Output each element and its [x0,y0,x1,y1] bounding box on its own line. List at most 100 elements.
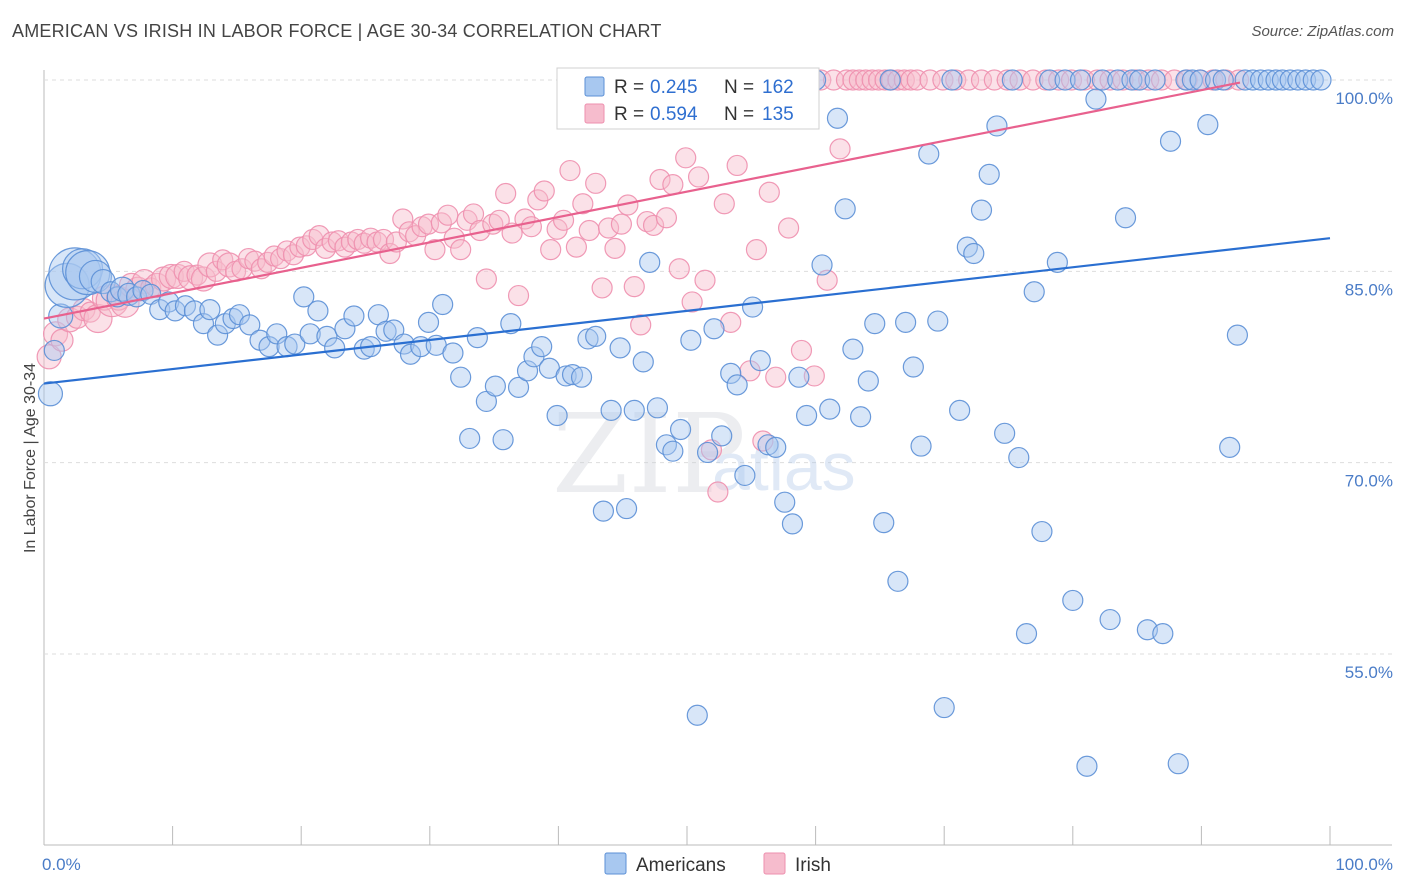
americans-point [600,399,622,421]
irish-point [437,204,459,226]
irish-point [906,69,928,91]
irish-point [585,172,607,194]
americans-point [956,236,978,258]
irish-point [552,209,575,231]
irish-point [623,276,645,298]
irish-point [36,344,62,370]
americans-point [1114,207,1137,229]
americans-point [284,333,306,355]
americans-point [266,323,288,345]
irish-point [668,258,690,280]
legend-americans-label: Americans [636,855,726,876]
source-label: Source: ZipAtlas.com [1251,23,1394,40]
americans-point [918,143,940,165]
americans-point [334,318,356,340]
irish-point [197,252,223,278]
irish-point [95,284,129,318]
irish-point [823,69,845,91]
americans-point [994,422,1016,444]
americans-point [781,513,804,535]
americans-point [646,397,669,419]
americans-point [734,464,756,487]
americans-point [37,381,64,407]
irish-point [1150,69,1173,91]
legend-irish-swatch [763,852,786,875]
americans-point [826,107,849,129]
irish-point [842,69,864,91]
irish-point [829,138,851,160]
americans-point [788,366,810,388]
americans-point [1069,69,1092,91]
americans-point [1167,753,1189,775]
irish-point [919,69,941,91]
americans-point [432,293,454,316]
americans-point [902,356,924,378]
irish-n-label: N = [724,104,754,125]
watermark-zip: ZIP [552,390,746,518]
americans-points [37,69,1332,777]
irish-point [610,213,633,235]
irish-point [520,216,542,238]
irish-points [36,69,1250,503]
americans-point [149,299,171,321]
americans-point [1099,608,1121,631]
americans-point [933,696,955,719]
americans-point [887,570,909,592]
americans-point [873,512,895,534]
americans-point [749,350,771,372]
americans-point [90,268,116,295]
irish-point [868,69,890,91]
americans-point [741,296,764,318]
irish-point [392,208,414,230]
americans-point [711,425,733,447]
americans-point [507,376,530,399]
americans-point [1062,589,1084,612]
americans-point [466,327,488,349]
americans-point [492,429,514,451]
irish-point [495,182,517,205]
irish-trendline [43,81,1241,320]
americans-point [1008,446,1030,469]
irish-point [289,236,311,258]
irish-point [758,181,780,203]
americans-point [615,497,638,520]
americans-point [555,365,577,387]
irish-point [565,236,588,258]
americans-n-label: N = [724,77,754,98]
irish-point [803,365,825,387]
americans-point [106,286,128,308]
americans-point [1204,69,1227,91]
americans-point [978,163,1000,185]
americans-point [442,342,464,364]
americans-point [48,247,102,301]
americans-point [1144,69,1166,91]
irish-point [591,277,613,299]
americans-point [757,434,779,456]
americans-point [343,305,365,327]
irish-point [559,159,581,182]
americans-point [842,338,864,360]
irish-point [642,214,665,237]
legend-americans-swatch [604,852,627,875]
americans-point [1015,622,1038,645]
x-ticks [43,826,1331,845]
americans-point [61,248,104,290]
americans-point [1287,69,1309,91]
y-tick-labels: 55.0% 70.0% 85.0% 100.0% [1335,89,1393,682]
y-tick-label: 70.0% [1345,472,1393,491]
americans-point [1121,69,1143,91]
irish-point [726,154,748,177]
americans-point [258,335,280,358]
americans-point [1159,130,1182,152]
americans-point [293,286,315,308]
irish-point [1099,69,1121,91]
americans-point [1001,69,1023,91]
americans-point [941,69,963,91]
americans-point [1219,436,1241,458]
americans-point [546,404,568,427]
americans-r-label: R = [614,77,644,98]
americans-point [459,427,481,450]
irish-point [970,69,993,91]
irish-swatch [584,103,605,124]
irish-point [1009,69,1031,91]
